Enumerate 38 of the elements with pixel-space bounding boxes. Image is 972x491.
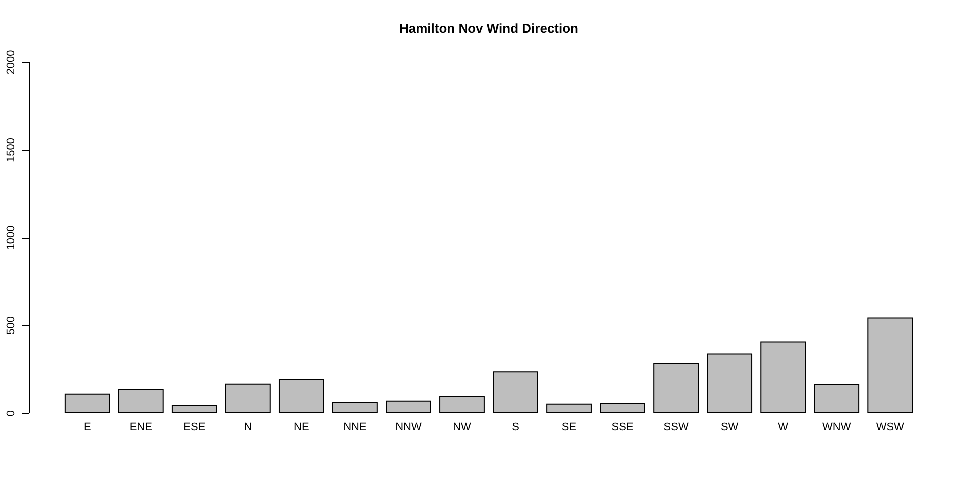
x-tick-label: SSW [664,422,690,434]
bar [546,404,592,414]
y-tick-label: 1000 [6,226,18,250]
x-tick-label: WSW [876,422,906,434]
x-tick-label: S [512,422,520,434]
bar [386,400,432,414]
x-tick-label: SSE [612,422,634,434]
x-tick-label: E [84,422,92,434]
x-tick-label: SW [720,422,740,434]
y-tick-label: 0 [6,410,18,417]
y-tick-label: 2000 [6,50,18,75]
bar [64,394,110,414]
bar [278,380,324,414]
bar [707,354,753,414]
bar [654,363,700,414]
bar [225,384,271,414]
bar [760,342,806,414]
bar [814,384,860,414]
bar [332,402,378,414]
bar [868,318,914,414]
y-tick-label: 500 [6,316,18,335]
x-tick-label: ENE [130,422,152,434]
x-tick-label: SE [562,422,577,434]
x-tick-label: N [244,422,252,434]
bar [172,405,218,414]
bar [493,372,538,414]
bar [440,396,485,414]
x-tick-label: NW [453,422,472,434]
y-tick-label: 1500 [6,138,18,162]
x-tick-label: ESE [184,422,206,434]
chart-title: Hamilton Nov Wind Direction [400,20,579,36]
x-tick-label: NNE [344,422,367,434]
x-tick-label: WNW [822,422,852,434]
x-tick-label: NE [294,422,310,434]
bar [118,388,164,414]
bar [600,403,646,414]
x-tick-label: NNW [396,422,422,434]
x-tick-label: W [778,422,790,434]
